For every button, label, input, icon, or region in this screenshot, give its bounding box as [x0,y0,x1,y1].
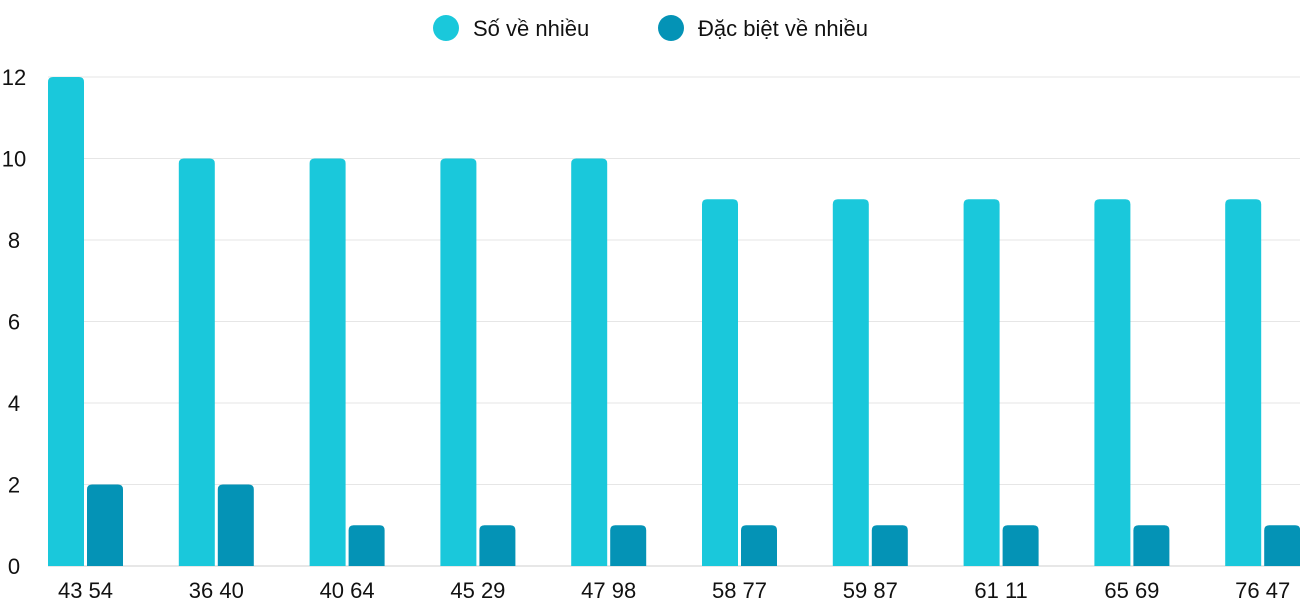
bar-dac-biet-ve-nhieu [1264,525,1300,566]
bar-so-ve-nhieu [178,158,215,566]
bar-dac-biet-ve-nhieu [479,525,516,566]
x-tick-label: 43 54 [58,578,113,600]
y-tick-label: 6 [8,310,20,335]
bar-dac-biet-ve-nhieu [1002,525,1039,566]
bar-dac-biet-ve-nhieu [217,484,254,566]
y-tick-label: 0 [8,554,20,579]
x-tick-label: 61 11 [974,578,1027,600]
bar-dac-biet-ve-nhieu [348,525,385,566]
x-tick-label: 47 98 [581,578,636,600]
x-tick-label: 36 40 [189,578,244,600]
bar-so-ve-nhieu [48,77,84,566]
bar-so-ve-nhieu [963,199,1000,566]
x-tick-label: 76 47 [1235,578,1290,600]
legend-marker [658,15,684,41]
legend-label: Đặc biệt về nhiều [698,16,868,41]
legend: Số về nhiều Đặc biệt về nhiều [433,15,868,41]
bar-dac-biet-ve-nhieu [871,525,908,566]
legend-label: Số về nhiều [473,16,589,41]
bar-dac-biet-ve-nhieu [610,525,647,566]
x-tick-label: 65 69 [1104,578,1159,600]
bar-dac-biet-ve-nhieu [741,525,777,566]
bar-so-ve-nhieu [309,158,346,566]
bar-dac-biet-ve-nhieu [1133,525,1170,566]
bar-so-ve-nhieu [832,199,869,566]
bar-dac-biet-ve-nhieu [87,484,123,566]
bar-so-ve-nhieu [702,199,738,566]
bar-so-ve-nhieu [1225,199,1262,566]
legend-marker [433,15,459,41]
grid: 0 2 4 6 8 10 12 [2,65,1300,579]
bar-so-ve-nhieu [440,158,477,566]
x-tick-label: 45 29 [450,578,505,600]
x-tick-label: 58 77 [712,578,767,600]
bar-so-ve-nhieu [571,158,608,566]
y-tick-label: 4 [8,391,20,416]
y-tick-label: 10 [2,147,26,172]
bars [48,77,1300,566]
x-axis-labels: 43 54 36 40 40 64 45 29 47 98 58 77 59 87 61 11… [58,578,1290,603]
bar-so-ve-nhieu [1094,199,1131,566]
y-tick-label: 8 [8,228,20,253]
x-tick-label: 59 87 [843,578,898,600]
x-tick-label: 40 64 [320,578,375,600]
y-tick-label: 12 [2,65,26,90]
y-tick-label: 2 [8,473,20,498]
